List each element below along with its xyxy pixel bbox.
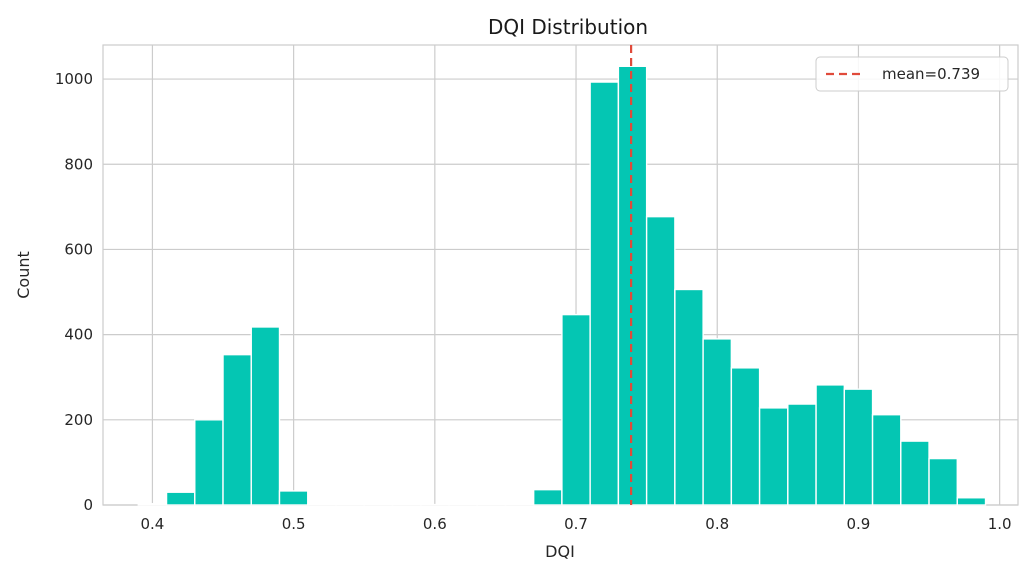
x-tick-label: 0.5: [282, 515, 306, 533]
x-tick-label: 0.8: [705, 515, 729, 533]
histogram-bar: [250, 326, 281, 506]
y-tick-label: 600: [64, 240, 93, 258]
y-tick-label: 200: [64, 411, 93, 429]
legend-box: [815, 56, 1009, 92]
y-tick-label: 800: [64, 155, 93, 173]
y-tick-label: 0: [83, 496, 93, 514]
x-axis-label: DQI: [545, 542, 575, 561]
histogram-bar: [787, 403, 817, 506]
histogram-bar: [222, 353, 252, 506]
histogram-bar: [278, 490, 309, 506]
histogram-bar: [730, 367, 761, 506]
histogram-bar: [165, 491, 196, 506]
histogram-bars: [137, 65, 987, 506]
y-axis-label: Count: [14, 251, 33, 299]
x-tick-label: 0.6: [423, 515, 447, 533]
y-tick-label: 1000: [55, 70, 93, 88]
y-tick-label: 400: [64, 326, 93, 344]
histogram-bar: [956, 497, 987, 506]
histogram-bar: [674, 288, 704, 506]
histogram-bar: [589, 81, 620, 506]
chart-title: DQI Distribution: [488, 15, 648, 39]
histogram-bar: [532, 488, 563, 506]
histogram-bar: [645, 215, 676, 506]
histogram-bar: [194, 419, 224, 506]
histogram-bar: [561, 313, 591, 506]
histogram-bar: [137, 503, 168, 506]
histogram-bar: [815, 384, 846, 506]
legend: mean=0.739: [815, 56, 1009, 92]
x-tick-label: 1.0: [988, 515, 1012, 533]
x-tick-labels: 0.4 0.5 0.6 0.7 0.8 0.9 1.0: [140, 515, 1011, 533]
x-tick-label: 0.7: [564, 515, 588, 533]
histogram-bar: [617, 65, 648, 506]
histogram-bar: [871, 414, 902, 506]
histogram-bar: [758, 407, 789, 506]
histogram-bar: [900, 440, 930, 506]
legend-label-mean: mean=0.739: [882, 65, 980, 83]
histogram-bar: [702, 338, 733, 506]
x-tick-label: 0.4: [140, 515, 164, 533]
histogram-bar: [843, 388, 874, 506]
y-tick-labels: 0 200 400 600 800 1000: [55, 70, 93, 514]
histogram-bar: [928, 457, 958, 506]
x-tick-label: 0.9: [847, 515, 871, 533]
